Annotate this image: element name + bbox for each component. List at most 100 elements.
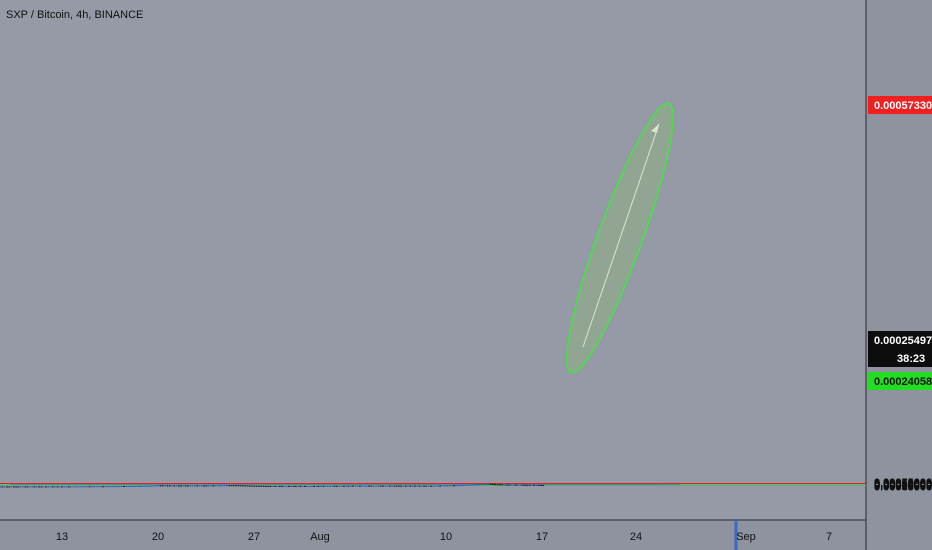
time-axis-panel[interactable] (0, 520, 866, 550)
candle-body (72, 486, 75, 488)
candle-body (317, 485, 320, 487)
support-price-label: 0.00024058 (874, 376, 932, 388)
candle-body (198, 485, 201, 487)
candle-body (132, 485, 134, 487)
candle-body (33, 486, 36, 488)
candle-body (292, 485, 295, 487)
candle-body (45, 486, 47, 488)
candle-body (226, 485, 228, 487)
candle-body (129, 485, 132, 487)
candle-body (340, 485, 343, 487)
candle-body (395, 485, 398, 487)
candle-body (535, 484, 538, 486)
candle-body (393, 485, 396, 487)
candle-body (301, 485, 304, 487)
candle-body (466, 484, 469, 486)
candle-body (230, 485, 233, 487)
candle-body (411, 485, 414, 487)
candle-body (407, 485, 409, 487)
candle-body (473, 484, 476, 486)
candle-body (320, 485, 322, 487)
chart-background (0, 0, 866, 520)
candle-body (329, 485, 332, 487)
candle-body (455, 485, 458, 487)
candle-body (104, 486, 107, 488)
candle-body (365, 485, 368, 487)
candle-body (471, 484, 474, 486)
price-tick-label: 0.00035000 (874, 479, 932, 491)
price-axis-panel[interactable] (866, 0, 932, 550)
candle-body (418, 485, 421, 487)
candle-body (95, 486, 98, 488)
candle-body (157, 485, 160, 487)
candle-body (54, 486, 57, 488)
candle-body (219, 485, 222, 487)
candle-body (363, 485, 366, 487)
price-tick-label: 0.00030000 (874, 480, 932, 492)
candle-body (143, 485, 146, 487)
candle-body (244, 485, 247, 487)
candle-body (260, 485, 263, 487)
candle-body (100, 486, 102, 488)
candle-body (141, 485, 144, 487)
candle-body (526, 484, 529, 486)
candle-body (267, 485, 270, 487)
candle-body (58, 486, 61, 488)
candle-body (134, 485, 137, 487)
candle-body (38, 486, 40, 488)
candle-body (116, 486, 118, 488)
candle-body (333, 485, 336, 487)
candle-body (304, 485, 306, 487)
candle-body (221, 485, 224, 487)
time-tick-label: 10 (440, 531, 452, 543)
candle-body (446, 485, 448, 487)
candle-body (84, 486, 86, 488)
time-tick-label: Sep (736, 531, 756, 543)
candle-body (47, 486, 50, 488)
candle-body (122, 486, 125, 488)
projection-arrow[interactable] (582, 123, 660, 348)
candle-body (56, 486, 59, 488)
candle-body (106, 486, 109, 488)
candle-body (10, 486, 13, 488)
candle-body (242, 485, 244, 487)
price-tick-label: 0.00070000 (874, 477, 932, 489)
candle-body (503, 484, 506, 486)
candle-body (485, 483, 487, 485)
candle-body (276, 485, 279, 487)
candle-body (210, 485, 212, 487)
candle-body (491, 483, 494, 485)
candle-body (171, 485, 173, 487)
candle-body (113, 486, 116, 488)
candle-body (285, 485, 288, 487)
candle-body (480, 484, 483, 486)
candle-body (235, 485, 238, 487)
candle-body (388, 485, 391, 487)
candle-body (239, 485, 242, 487)
candle-body (253, 485, 256, 487)
candle-body (194, 485, 196, 487)
candle-body (61, 486, 63, 488)
resistance-price-tag (868, 96, 932, 114)
candle-body (338, 485, 341, 487)
candle-body (228, 485, 231, 487)
candle-body (17, 486, 20, 488)
price-tick-label: 0.00060000 (874, 478, 932, 490)
candle-body (150, 485, 153, 487)
candle-body (308, 485, 311, 487)
candle-body (97, 486, 100, 488)
candle-body (164, 485, 167, 487)
candle-body (372, 485, 375, 487)
last-price-label: 0.00025497 (874, 335, 932, 347)
candle-body (496, 484, 499, 486)
chart-title: SXP / Bitcoin, 4h, BINANCE (6, 9, 143, 21)
candle-body (310, 485, 313, 487)
candle-body (258, 485, 260, 487)
candle-body (537, 484, 540, 486)
candle-body (173, 485, 176, 487)
candle-body (402, 485, 405, 487)
price-tick-label: 0.00045000 (874, 479, 932, 491)
candle-body (459, 485, 462, 487)
candle-body (359, 485, 361, 487)
